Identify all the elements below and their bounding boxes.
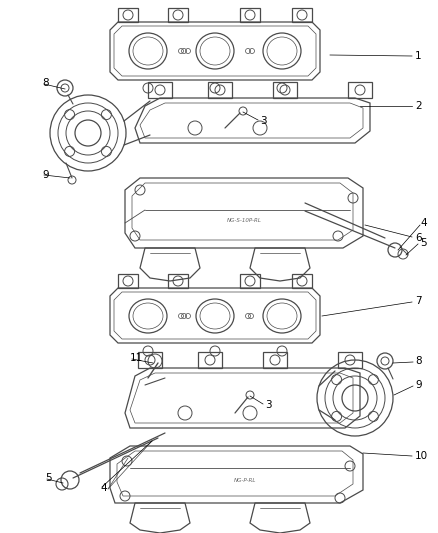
Text: 8: 8 <box>415 356 422 366</box>
Text: 2: 2 <box>415 101 422 111</box>
Text: 6: 6 <box>415 233 422 243</box>
Text: 5: 5 <box>420 238 427 248</box>
Text: 4: 4 <box>420 218 427 228</box>
Text: 3: 3 <box>260 116 267 126</box>
Text: 9: 9 <box>42 170 49 180</box>
Circle shape <box>50 95 126 171</box>
Text: 11: 11 <box>130 353 143 363</box>
Text: NG-P-RL: NG-P-RL <box>234 478 256 482</box>
Text: NG-S-10P-RL: NG-S-10P-RL <box>226 217 261 222</box>
Text: 9: 9 <box>415 380 422 390</box>
Text: 5: 5 <box>45 473 52 483</box>
Text: 10: 10 <box>415 451 428 461</box>
Text: 1: 1 <box>415 51 422 61</box>
Text: 4: 4 <box>100 483 106 493</box>
Circle shape <box>317 360 393 436</box>
Text: 3: 3 <box>265 400 272 410</box>
Text: 8: 8 <box>42 78 49 88</box>
Text: 7: 7 <box>415 296 422 306</box>
